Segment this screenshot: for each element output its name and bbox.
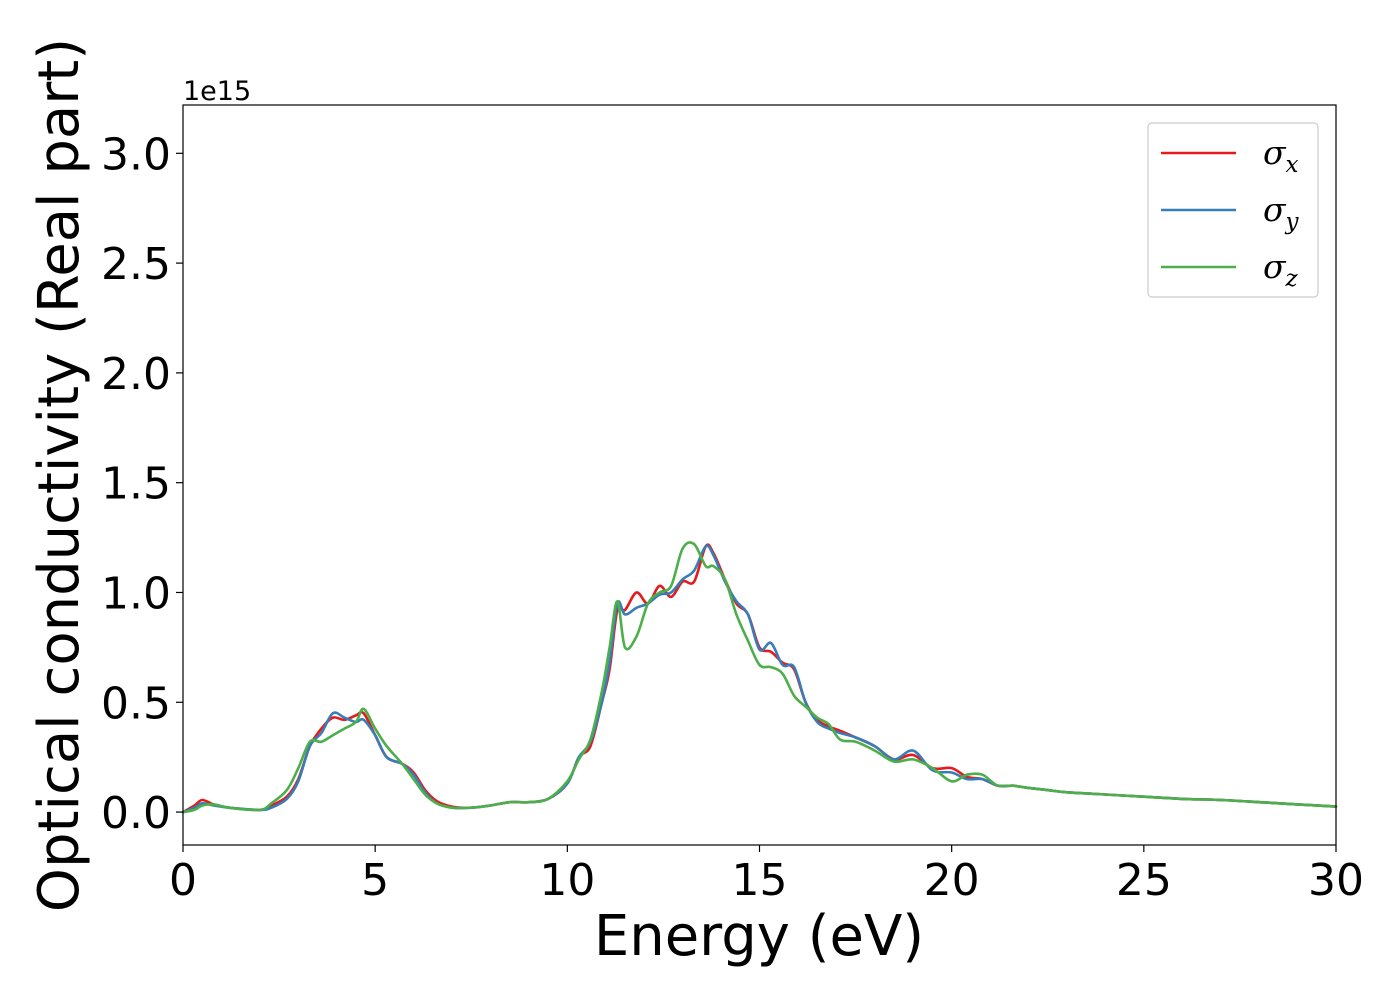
x-axis: 0 5 10 15 20 25 30 <box>169 845 1364 906</box>
y-tick-label: 0.0 <box>101 788 171 839</box>
y-offset-label: 1e15 <box>183 76 251 107</box>
legend: σx σy σz <box>1147 122 1319 298</box>
x-tick-label: 10 <box>539 855 595 906</box>
y-tick-label: 1.5 <box>101 459 171 510</box>
y-axis: 0.0 0.5 1.0 1.5 2.0 2.5 3.0 <box>101 129 183 839</box>
x-tick-label: 20 <box>924 855 980 906</box>
series-line-y <box>181 544 1338 814</box>
y-tick-label: 2.5 <box>101 239 171 290</box>
legend-label-y: σy <box>1263 190 1300 235</box>
series-line-z <box>181 541 1338 814</box>
x-tick-label: 15 <box>732 855 788 906</box>
x-tick-label: 5 <box>361 855 389 906</box>
series-layer <box>181 541 1338 814</box>
x-tick-label: 0 <box>169 855 197 906</box>
x-axis-title: Energy (eV) <box>594 904 924 969</box>
legend-label-z: σz <box>1263 247 1299 292</box>
y-tick-label: 0.5 <box>101 678 171 729</box>
y-tick-label: 2.0 <box>101 349 171 400</box>
legend-label-x: σx <box>1263 133 1299 178</box>
y-axis-title: Optical conductivity (Real part) <box>27 38 92 912</box>
y-tick-label: 3.0 <box>101 129 171 180</box>
x-tick-label: 25 <box>1116 855 1172 906</box>
x-tick-label: 30 <box>1308 855 1364 906</box>
y-tick-label: 1.0 <box>101 568 171 619</box>
